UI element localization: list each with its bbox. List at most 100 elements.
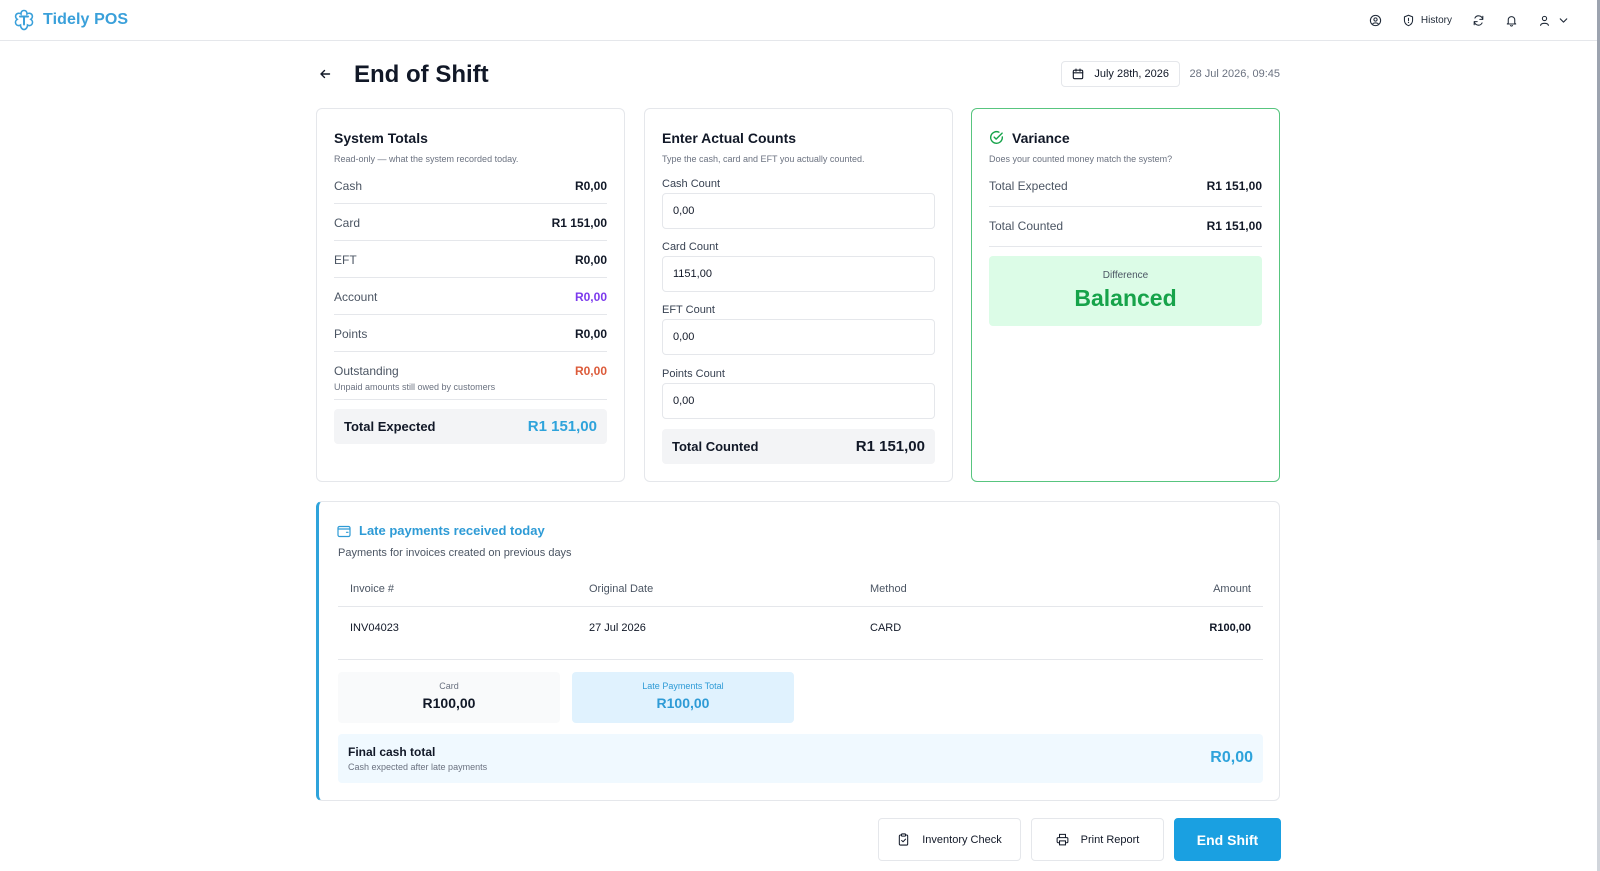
shift-timestamp: 28 Jul 2026, 09:45 bbox=[1189, 68, 1280, 80]
system-totals-card: System Totals Read-only — what the syste… bbox=[316, 108, 625, 482]
late-payments-title: Late payments received today bbox=[359, 523, 545, 538]
brand[interactable]: Tidely POS bbox=[12, 8, 128, 32]
cash-count-input[interactable] bbox=[662, 193, 935, 229]
date-cell: 27 Jul 2026 bbox=[589, 622, 646, 634]
column-header-original-date: Original Date bbox=[589, 583, 654, 595]
total-counted-label: Total Counted bbox=[672, 439, 759, 454]
inventory-check-label: Inventory Check bbox=[922, 833, 1002, 846]
wallet-icon bbox=[337, 525, 351, 538]
scrollbar-thumb[interactable] bbox=[1597, 0, 1600, 540]
system-row-eft: EFT R0,00 bbox=[334, 241, 607, 278]
late-payments-subtitle: Payments for invoices created on previou… bbox=[338, 547, 572, 559]
final-cash-value: R0,00 bbox=[1210, 749, 1253, 766]
total-expected-box: Total Expected R1 151,00 bbox=[334, 409, 607, 444]
row-label: Total Counted bbox=[989, 219, 1064, 233]
final-cash-label: Final cash total bbox=[348, 745, 436, 759]
print-report-label: Print Report bbox=[1080, 833, 1140, 846]
row-value: R0,00 bbox=[574, 253, 607, 267]
clipboard-check-icon bbox=[899, 833, 909, 846]
actual-counts-subtitle: Type the cash, card and EFT you actually… bbox=[662, 154, 865, 164]
difference-box: Difference Balanced bbox=[989, 256, 1262, 326]
final-cash-total: Final cash total Cash expected after lat… bbox=[338, 734, 1263, 783]
bell-icon bbox=[1506, 15, 1517, 27]
total-expected-value: R1 151,00 bbox=[527, 418, 597, 435]
system-row-outstanding: Outstanding R0,00 Unpaid amounts still o… bbox=[334, 352, 607, 400]
back-button[interactable] bbox=[316, 65, 334, 83]
system-totals-subtitle: Read-only — what the system recorded tod… bbox=[334, 154, 519, 164]
row-divider bbox=[338, 659, 1263, 660]
page-title: End of Shift bbox=[354, 61, 489, 88]
system-totals-title: System Totals bbox=[334, 130, 428, 146]
summary-card-method: Card R100,00 bbox=[338, 672, 560, 723]
brand-name: Tidely POS bbox=[43, 11, 129, 28]
row-note: Unpaid amounts still owed by customers bbox=[334, 382, 496, 392]
card-count-label: Card Count bbox=[662, 241, 719, 253]
header-divider bbox=[338, 606, 1263, 607]
end-shift-label: End Shift bbox=[1196, 831, 1259, 848]
actual-counts-title: Enter Actual Counts bbox=[662, 130, 797, 146]
inventory-check-button[interactable]: Inventory Check bbox=[878, 818, 1021, 861]
points-count-label: Points Count bbox=[662, 368, 725, 380]
eft-count-input[interactable] bbox=[662, 319, 935, 355]
cash-count-label: Cash Count bbox=[662, 178, 721, 190]
row-value: R0,00 bbox=[574, 179, 607, 193]
notifications-button[interactable] bbox=[1495, 10, 1528, 30]
summary-late-total: Late Payments Total R100,00 bbox=[572, 672, 794, 723]
history-button[interactable]: History bbox=[1392, 10, 1462, 30]
row-label: Account bbox=[334, 290, 378, 304]
row-value: R0,00 bbox=[574, 327, 607, 341]
summary-value: R100,00 bbox=[422, 695, 476, 711]
history-label: History bbox=[1420, 14, 1452, 26]
eft-count-label: EFT Count bbox=[662, 304, 715, 316]
brand-logo-icon bbox=[14, 9, 34, 31]
row-label: Total Expected bbox=[989, 179, 1068, 193]
date-picker[interactable]: July 28th, 2026 bbox=[1061, 61, 1180, 87]
arrow-left-icon bbox=[320, 69, 331, 79]
difference-status: Balanced bbox=[1074, 285, 1177, 311]
row-label: EFT bbox=[334, 253, 357, 267]
user-icon bbox=[1540, 15, 1549, 26]
row-value: R0,00 bbox=[574, 290, 607, 304]
method-cell: CARD bbox=[870, 622, 902, 634]
row-label: Card bbox=[334, 216, 361, 230]
date-picker-value: July 28th, 2026 bbox=[1094, 68, 1169, 80]
user-menu-button[interactable] bbox=[1528, 10, 1580, 30]
actual-counts-card: Enter Actual Counts Type the cash, card … bbox=[644, 108, 953, 482]
amount-cell: R100,00 bbox=[1209, 622, 1251, 634]
invoice-cell: INV04023 bbox=[350, 622, 399, 634]
column-header-invoice: Invoice # bbox=[350, 583, 395, 595]
help-button[interactable] bbox=[1359, 10, 1392, 30]
card-count-input[interactable] bbox=[662, 256, 935, 292]
variance-row-expected: Total Expected R1 151,00 bbox=[989, 167, 1262, 207]
variance-row-counted: Total Counted R1 151,00 bbox=[989, 207, 1262, 247]
points-count-input[interactable] bbox=[662, 383, 935, 419]
variance-card: Variance Does your counted money match t… bbox=[971, 108, 1280, 482]
nav-actions: History bbox=[1359, 10, 1580, 30]
total-counted-box: Total Counted R1 151,00 bbox=[662, 429, 935, 464]
row-value: R1 151,00 bbox=[551, 216, 607, 230]
check-circle-icon bbox=[990, 130, 1004, 144]
row-label: Cash bbox=[334, 179, 363, 193]
shield-alert-icon bbox=[1403, 14, 1413, 26]
summary-label: Card bbox=[439, 681, 459, 691]
summary-label: Late Payments Total bbox=[642, 681, 724, 691]
difference-label: Difference bbox=[1102, 270, 1149, 281]
top-nav-bar: Tidely POS History bbox=[0, 0, 1600, 41]
row-label: Outstanding bbox=[334, 364, 399, 378]
row-value: R1 151,00 bbox=[1206, 179, 1262, 193]
variance-subtitle: Does your counted money match the system… bbox=[989, 154, 1173, 164]
printer-icon bbox=[1056, 833, 1069, 846]
end-shift-button[interactable]: End Shift bbox=[1174, 818, 1281, 861]
refresh-button[interactable] bbox=[1462, 10, 1495, 30]
summary-value: R100,00 bbox=[656, 695, 710, 711]
column-header-method: Method bbox=[870, 583, 907, 595]
chevron-down-icon bbox=[1559, 17, 1568, 23]
variance-title: Variance bbox=[1012, 130, 1070, 146]
refresh-icon bbox=[1473, 14, 1484, 26]
calendar-icon bbox=[1073, 68, 1084, 80]
row-value: R1 151,00 bbox=[1206, 219, 1262, 233]
system-row-points: Points R0,00 bbox=[334, 315, 607, 352]
column-header-amount: Amount bbox=[1213, 583, 1251, 595]
user-circle-icon bbox=[1369, 14, 1382, 26]
print-report-button[interactable]: Print Report bbox=[1031, 818, 1164, 861]
